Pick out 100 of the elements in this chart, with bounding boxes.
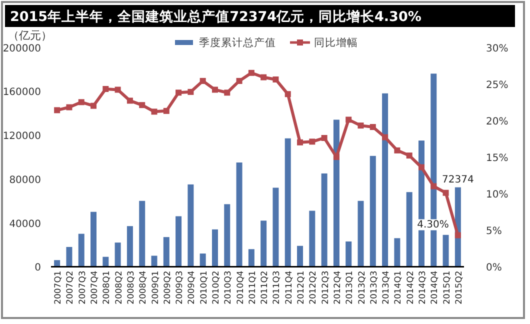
x-tick-label: 2013Q4 [382,270,392,304]
point [297,139,304,146]
y2-tick-label: 10% [486,190,508,201]
x-tick-label: 2014Q2 [406,270,416,304]
bar [54,260,60,267]
bar [66,246,72,267]
x-tick-label: 2010Q4 [236,270,246,304]
bar [212,229,218,267]
x-tick-label: 2007Q2 [66,270,76,304]
x-tick-label: 2008Q1 [102,270,112,304]
bar [163,237,170,267]
x-tick-label: 2012Q2 [308,270,319,304]
bar [200,254,206,267]
x-tick-label: 2009Q2 [162,270,173,304]
point [284,91,291,98]
x-tick-label: 2007Q1 [54,270,64,304]
point [139,102,146,108]
point [418,164,424,170]
point [126,98,133,104]
x-tick-label: 2009Q3 [175,270,186,304]
x-tick-label: 2015Q1 [442,270,452,304]
point [78,99,84,106]
bar [297,246,304,267]
bar [284,138,291,267]
point [54,107,60,114]
y-axis-title: （亿元） [8,29,52,42]
bar [102,256,109,267]
bar [188,184,194,267]
point [236,78,242,84]
x-tick-label: 2013Q1 [345,270,356,304]
bar [260,220,267,267]
x-tick-label: 2014Q4 [430,270,440,304]
x-tick-label: 2011Q2 [260,270,270,304]
bar [151,256,158,267]
x-tick-label: 2011Q1 [248,270,258,304]
bar [358,200,364,267]
point [248,70,254,76]
x-tick-label: 2012Q4 [332,270,343,304]
bar [272,188,279,267]
bar [394,238,400,267]
bar [346,241,352,267]
point [260,74,267,80]
bar [176,216,182,267]
x-tick-label: 2009Q4 [187,270,198,304]
point [151,108,158,115]
bar [139,200,146,267]
point [200,78,206,84]
point [442,190,449,196]
point [90,102,97,109]
bar [236,162,242,267]
point [454,232,461,238]
y-tick-label: 200000 [2,43,41,54]
point [430,183,437,190]
x-tick-label: 2012Q3 [320,270,331,304]
x-tick-label: 2008Q2 [114,270,124,304]
bar [90,212,97,267]
point [382,134,388,140]
point [406,152,412,159]
y-tick-label: 80000 [9,174,41,186]
bar [248,249,254,267]
bar [126,226,133,267]
point [163,108,170,114]
point [66,104,72,110]
y2-tick-label: 5% [486,226,502,238]
bar [370,156,376,267]
y2-tick-label: 30% [486,43,508,54]
legend-label: 同比增幅 [314,36,358,49]
y-tick-label: 0 [34,262,41,274]
bar [333,120,340,267]
point [370,124,376,130]
y-tick-label: 40000 [9,218,41,230]
y2-tick-label: 20% [486,116,508,128]
x-tick-label: 2013Q3 [369,270,380,304]
x-tick-label: 2010Q3 [224,270,234,304]
x-tick-label: 2013Q2 [357,270,368,304]
x-tick-label: 2007Q4 [90,270,100,304]
y2-tick-label: 25% [486,80,508,91]
bar [406,192,412,267]
x-tick-label: 2014Q1 [394,270,404,304]
bar [309,210,316,267]
bar [382,93,388,267]
point [333,154,340,160]
x-tick-label: 2008Q4 [138,270,149,304]
point [114,86,121,93]
bar [78,234,84,267]
x-tick-label: 2008Q3 [126,270,136,304]
y-tick-label: 120000 [2,131,41,142]
bar [442,234,449,267]
point [394,147,400,154]
x-tick-label: 2009Q1 [150,270,161,304]
bar [114,242,121,267]
point [176,90,182,96]
x-tick-label: 2014Q3 [418,270,428,304]
y2-tick-label: 15% [486,153,508,164]
point [321,134,328,141]
point [212,86,218,93]
chart-title: 2015年上半年，全国建筑业总产值72374亿元，同比增长4.30% [10,8,422,25]
bar [224,204,230,267]
x-tick-label: 2012Q1 [296,270,307,304]
point [188,88,194,95]
